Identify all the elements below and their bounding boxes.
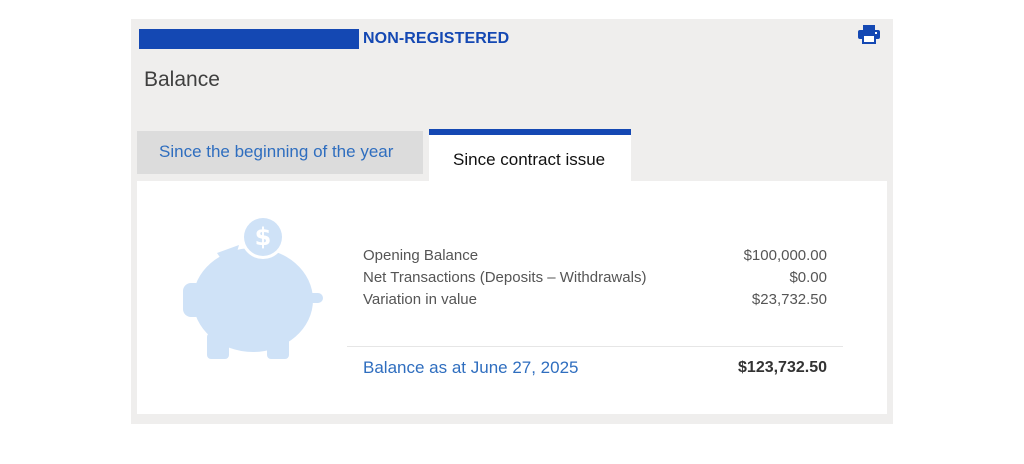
row-value: $23,732.50 <box>751 291 827 308</box>
account-type-label: NON-REGISTERED <box>363 30 510 47</box>
row-value: $0.00 <box>789 269 827 286</box>
row-label: Net Transactions (Deposits – Withdrawals… <box>363 269 647 286</box>
svg-text:$: $ <box>255 223 272 251</box>
balance-total-value: $123,732.50 <box>738 359 827 376</box>
row-label: Opening Balance <box>363 247 479 264</box>
tab-label: Since the beginning of the year <box>159 142 394 161</box>
row-label: Variation in value <box>363 291 477 308</box>
piggy-bank-dollar-icon: $ <box>183 215 323 359</box>
summary-divider <box>347 346 843 347</box>
balance-summary: $ Opening Balance $100,000.00 Net Transa… <box>137 181 887 414</box>
tab-since-beginning-of-year[interactable]: Since the beginning of the year <box>137 131 423 174</box>
print-button[interactable] <box>857 24 881 44</box>
printer-icon <box>858 25 880 44</box>
balance-date-label: Balance as at June 27, 2025 <box>363 358 579 377</box>
tab-label: Since contract issue <box>453 150 606 169</box>
balance-panel: NON-REGISTERED Balance Since the beginni… <box>131 19 893 424</box>
row-value: $100,000.00 <box>743 247 827 264</box>
tab-since-contract-issue[interactable]: Since contract issue <box>429 129 631 185</box>
page-title: Balance <box>144 68 220 91</box>
account-name-bar <box>139 29 359 49</box>
